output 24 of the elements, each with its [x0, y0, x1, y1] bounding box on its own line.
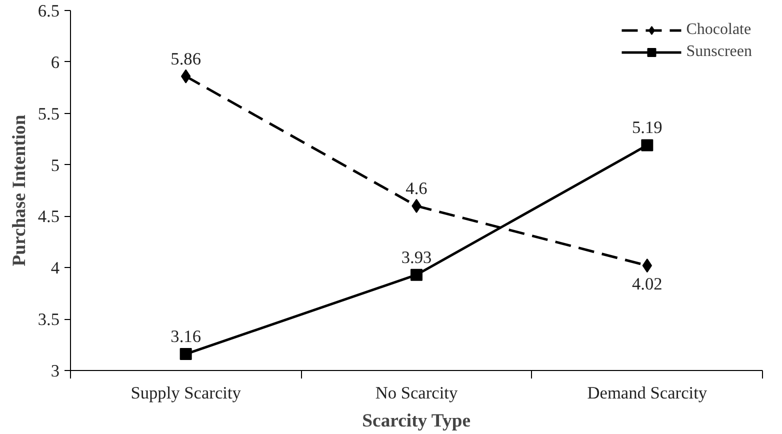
legend-label: Sunscreen [686, 43, 752, 61]
y-tick-label: 6.5 [38, 2, 60, 20]
y-axis-title: Purchase Intention [8, 114, 30, 266]
data-label: 3.16 [170, 327, 202, 346]
y-tick-label: 4.5 [38, 207, 60, 226]
x-axis-title: Scarcity Type [362, 410, 470, 432]
point [410, 268, 422, 281]
x-tick-label: No Scarcity [375, 384, 458, 402]
data-label: 3.93 [401, 248, 432, 267]
y-tick-label: 5.5 [38, 104, 60, 124]
y-tick-label: 3.5 [38, 310, 60, 330]
y-tick-label: 5 [50, 156, 60, 175]
x-tick-label: Supply Scarcity [130, 384, 242, 402]
data-label: 5.86 [170, 49, 202, 68]
y-tick-label: 6 [50, 52, 60, 72]
point [180, 348, 192, 360]
point [641, 139, 654, 152]
y-tick-label: 4 [50, 258, 60, 278]
data-label: 5.19 [632, 118, 662, 138]
data-label: 4.6 [406, 178, 428, 198]
x-tick-label: Demand Scarcity [587, 384, 708, 402]
y-tick-label: 3 [50, 362, 60, 380]
data-label: 4.02 [632, 274, 662, 294]
legend-label: Chocolate [686, 21, 752, 39]
